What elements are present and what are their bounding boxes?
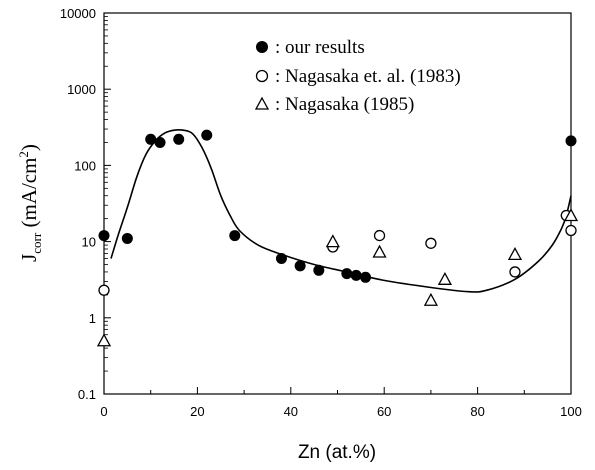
point-nagasaka-1983: [373, 229, 386, 242]
point-nagasaka-1983: [425, 237, 437, 249]
point-our-results: [229, 230, 241, 242]
y-axis-title-unit-close: ): [17, 144, 41, 151]
point-our-results: [360, 271, 372, 283]
point-our-results: [145, 133, 157, 145]
y-tick-label: 1: [89, 311, 96, 326]
legend-label-nagasaka-1985: : Nagasaka (1985): [275, 94, 414, 115]
y-axis-title-group: Jcorr (mA/cm2): [16, 144, 44, 262]
x-tick-label: 20: [190, 404, 204, 419]
point-our-results: [154, 136, 166, 148]
point-nagasaka-1985: [507, 247, 523, 261]
x-tick-label: 60: [377, 404, 391, 419]
x-tick-label: 40: [284, 404, 298, 419]
y-axis-title-unit-open: (mA/cm: [17, 158, 41, 233]
point-nagasaka-1983: [565, 224, 577, 237]
axis-tick-labels: 0 20 40 60 80 100 0.1 1 10 100 1000 10000: [60, 6, 582, 419]
point-our-results: [201, 129, 213, 141]
point-nagasaka-1983: [509, 266, 521, 278]
legend: : our results : Nagasaka et. al. (1983) …: [254, 37, 461, 115]
legend-label-nagasaka-1983: : Nagasaka et. al. (1983): [275, 66, 461, 87]
point-our-results: [350, 269, 362, 281]
fit-curve: [110, 128, 572, 293]
point-nagasaka-1985: [96, 333, 112, 347]
y-axis-title: Jcorr (mA/cm2): [16, 144, 44, 262]
point-nagasaka-1985: [372, 244, 387, 258]
point-our-results: [565, 135, 577, 147]
point-our-results: [313, 264, 325, 276]
legend-label-our-results: : our results: [275, 37, 365, 58]
x-tick-label: 80: [470, 404, 484, 419]
y-tick-label: 100: [74, 158, 96, 173]
y-axis-title-main: J: [17, 254, 41, 262]
point-nagasaka-1985: [423, 292, 438, 306]
y-tick-label: 0.1: [78, 387, 96, 402]
legend-item-nagasaka-1983: : Nagasaka et. al. (1983): [255, 66, 461, 87]
y-tick-label: 10: [82, 235, 96, 250]
legend-marker-open-circle: [255, 69, 269, 83]
data-markers: [96, 129, 579, 347]
y-tick-label: 10000: [60, 6, 96, 21]
y-tick-label: 1000: [67, 82, 96, 97]
point-our-results: [173, 133, 185, 145]
point-nagasaka-1985: [437, 271, 453, 285]
point-our-results: [98, 230, 110, 242]
point-nagasaka-1985: [563, 208, 579, 222]
point-our-results: [275, 253, 287, 265]
point-our-results: [341, 268, 353, 280]
x-axis-title: Zn (at.%): [298, 442, 376, 463]
x-tick-label: 100: [560, 404, 582, 419]
legend-item-nagasaka-1985: : Nagasaka (1985): [254, 94, 414, 115]
axis-ticks: [103, 12, 572, 395]
point-our-results: [294, 260, 306, 272]
point-nagasaka-1985: [325, 234, 340, 248]
point-nagasaka-1983: [98, 284, 110, 296]
legend-marker-open-triangle: [254, 96, 270, 110]
point-our-results: [121, 232, 133, 244]
legend-item-our-results: : our results: [256, 37, 365, 58]
y-axis-title-sub: corr: [29, 232, 44, 254]
x-tick-label: 0: [100, 404, 107, 419]
legend-marker-filled-circle: [256, 41, 268, 53]
y-axis-title-sup: 2: [16, 151, 31, 158]
